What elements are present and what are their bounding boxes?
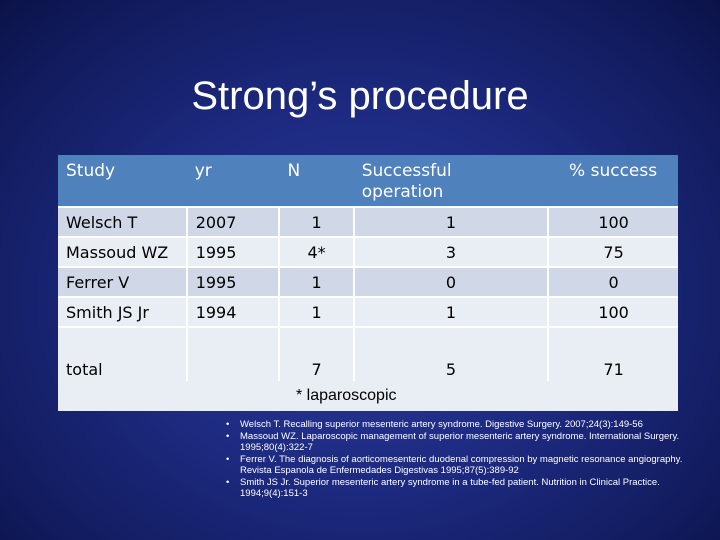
reference-item: Ferrer V. The diagnosis of aorticomesent…: [226, 454, 696, 477]
cell-success: 1: [352, 206, 549, 237]
cell-success: 1: [352, 296, 549, 327]
table-row: Smith JS Jr 1994 1 1 100: [58, 296, 678, 327]
cell-total-n: 7: [278, 326, 354, 383]
cell-n: 1: [278, 266, 354, 297]
cell-total-yr: [185, 326, 280, 383]
cell-n: 1: [278, 296, 354, 327]
header-study: Study: [66, 161, 116, 181]
cell-n: 4*: [278, 236, 354, 267]
cell-success: 0: [352, 266, 549, 297]
header-yr: yr: [194, 161, 212, 181]
cell-pct: 0: [547, 266, 678, 297]
cell-total-label: total: [58, 326, 187, 383]
table-row: Massoud WZ 1995 4* 3 75: [58, 236, 678, 267]
cell-pct: 100: [547, 296, 678, 327]
cell-success: 3: [352, 236, 549, 267]
reference-item: Massoud WZ. Laparoscopic management of s…: [226, 431, 696, 454]
references-list: Welsch T. Recalling superior mesenteric …: [226, 419, 696, 500]
table-row: Ferrer V 1995 1 0 0: [58, 266, 678, 297]
cell-study: Massoud WZ: [58, 236, 187, 267]
cell-yr: 2007: [185, 206, 280, 237]
cell-total-pct: 71: [547, 326, 678, 383]
cell-study: Welsch T: [58, 206, 187, 237]
cell-n: 1: [278, 206, 354, 237]
cell-yr: 1994: [185, 296, 280, 327]
footnote-laparoscopic: * laparoscopic: [296, 387, 397, 404]
cell-pct: 100: [547, 206, 678, 237]
cell-study: Ferrer V: [58, 266, 187, 297]
header-pct-success: % success: [569, 161, 658, 181]
table-total-row: total 7 5 71: [58, 326, 678, 383]
cell-pct: 75: [547, 236, 678, 267]
table-row: Welsch T 2007 1 1 100: [58, 206, 678, 237]
cell-yr: 1995: [185, 266, 280, 297]
footnote-box: [58, 381, 678, 411]
header-successful-line2: operation: [361, 182, 444, 202]
slide-title: Strong’s procedure: [191, 74, 529, 118]
reference-item: Smith JS Jr. Superior mesenteric artery …: [226, 477, 696, 500]
cell-total-success: 5: [352, 326, 549, 383]
reference-item: Welsch T. Recalling superior mesenteric …: [226, 419, 696, 431]
header-successful-operation: Successful operation: [354, 155, 548, 207]
header-successful-line1: Successful: [361, 161, 452, 181]
header-n: N: [287, 161, 301, 181]
cell-yr: 1995: [185, 236, 280, 267]
results-table: Study yr N Successful operation % succes…: [58, 155, 678, 383]
cell-study: Smith JS Jr: [58, 296, 187, 327]
table-header-row: Study yr N Successful operation % succes…: [58, 155, 678, 207]
